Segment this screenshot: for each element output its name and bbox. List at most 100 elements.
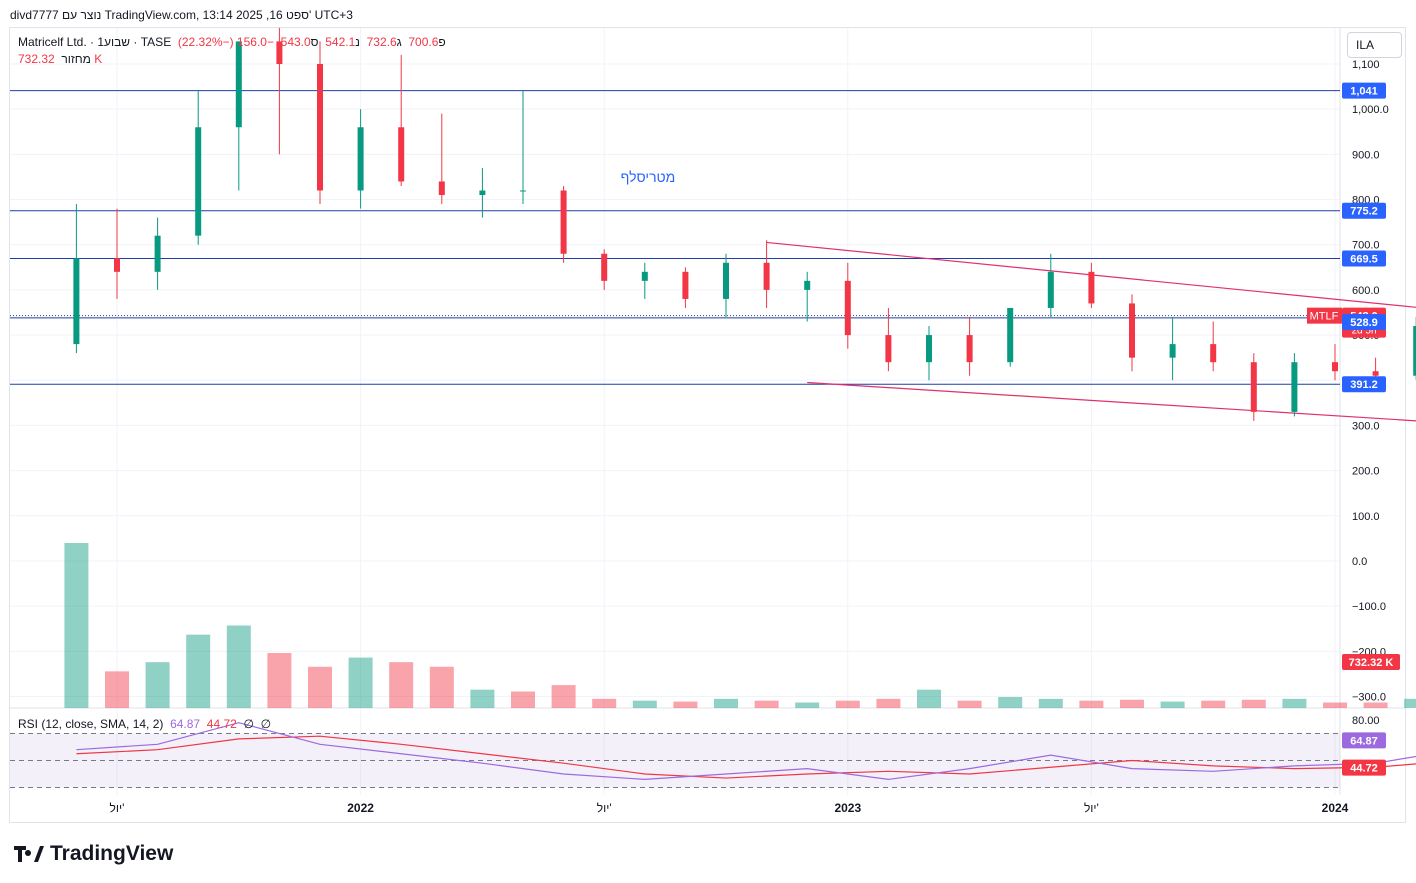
- candle-body: [804, 280, 811, 290]
- y-tick-label: 1,000.0: [1352, 104, 1389, 116]
- level-badge-label: 775.2: [1350, 206, 1378, 218]
- countdown-label: 2d 5h: [1351, 326, 1376, 337]
- volume-bar: [226, 625, 251, 708]
- x-tick-label: 2024: [1322, 801, 1349, 815]
- symbol-tag-label: MTLF: [1310, 311, 1339, 323]
- volume-bar: [592, 698, 617, 708]
- currency-button[interactable]: ILA: [1347, 32, 1402, 58]
- y-tick-label: 700.0: [1352, 240, 1380, 252]
- volume-bar: [267, 653, 292, 708]
- horizontal-levels: [10, 90, 1340, 385]
- volume-bar: [348, 657, 373, 708]
- candle-body: [966, 335, 973, 363]
- volume-bar: [673, 701, 698, 708]
- candle-body: [723, 262, 729, 299]
- rsi-badge: [1342, 732, 1386, 749]
- candle-body: [114, 258, 120, 272]
- trendline[interactable]: [807, 381, 1416, 480]
- candle-body: [1413, 326, 1416, 376]
- volume-badge-label: 732.32 K: [1349, 657, 1394, 669]
- trendline[interactable]: [766, 241, 1416, 400]
- level-badge-label: 1,041: [1350, 86, 1378, 98]
- volume-bar: [876, 698, 901, 708]
- y-tick-label: −300.0: [1352, 692, 1386, 704]
- symbol-tag: [1307, 307, 1342, 324]
- close-value: 543.0: [280, 35, 311, 49]
- candle-body: [398, 127, 405, 182]
- volume-bar: [511, 691, 535, 708]
- y-tick-label: 100.0: [1352, 511, 1380, 523]
- rsi-label[interactable]: RSI (12, close, SMA, 14, 2): [18, 717, 164, 731]
- volume-bar: [1241, 699, 1266, 708]
- rsi-extra-1: ∅: [243, 717, 254, 731]
- tradingview-logo[interactable]: TradingView: [14, 842, 173, 866]
- candle-body: [73, 258, 80, 345]
- y-tick-label: 900.0: [1352, 149, 1380, 161]
- symbol-title[interactable]: Matricelf Ltd. · 1שבוע · TASE: [18, 35, 172, 49]
- volume-bar: [1160, 701, 1185, 708]
- price-badge: [1342, 314, 1386, 331]
- x-tick-label: 2023: [834, 801, 861, 815]
- volume-bar: [470, 689, 495, 708]
- volume-bar: [429, 666, 454, 708]
- candle-body: [926, 335, 932, 363]
- rsi-ma-value: 44.72: [206, 717, 237, 731]
- volume-label[interactable]: מחזור: [61, 52, 91, 66]
- chart-annotation: מטריסלף: [621, 169, 676, 185]
- candle-body: [1250, 362, 1257, 412]
- volume-bars: [64, 543, 1416, 708]
- rsi-value: 64.87: [170, 717, 201, 731]
- candle-body: [601, 253, 608, 281]
- candle-body: [195, 127, 202, 236]
- candle-body: [1088, 271, 1095, 304]
- candle-body: [438, 181, 445, 196]
- chart-frame: [9, 27, 1406, 823]
- candle-body: [317, 64, 323, 191]
- volume-bar: [1363, 702, 1388, 708]
- x-tick-label: יול': [110, 801, 125, 815]
- volume-bar: [714, 698, 738, 708]
- volume-bar: [1323, 702, 1347, 708]
- volume-bar: [754, 700, 779, 708]
- volume-bar: [1038, 698, 1063, 708]
- rsi-legend: RSI (12, close, SMA, 14, 2) 64.87 44.72 …: [18, 717, 271, 731]
- candle-body: [1332, 362, 1338, 372]
- candle-body: [885, 335, 892, 363]
- open-label: פ: [438, 35, 446, 49]
- rsi-tick-label: 80.00: [1352, 715, 1380, 727]
- x-tick-label: יול': [1084, 801, 1099, 815]
- price-chart[interactable]: 80.00 1,1001,000.0900.0800.0700.0600.050…: [0, 0, 1416, 830]
- rsi-badge-label: 64.87: [1350, 735, 1378, 747]
- y-tick-label: 1,100: [1352, 59, 1380, 71]
- open-value: 700.6: [408, 35, 439, 49]
- volume-bar: [551, 685, 576, 708]
- time-axis: יול'2022יול'2023יול'2024יול'2025יול'2026…: [110, 801, 1349, 815]
- volume-bar: [1282, 698, 1307, 708]
- rsi-pane: 80.00: [10, 715, 1416, 788]
- y-tick-label: 200.0: [1352, 466, 1380, 478]
- candles: [73, 27, 1416, 421]
- volume-value: 732.32 K: [18, 52, 103, 66]
- level-badge: [1342, 250, 1386, 267]
- volume-bar: [105, 671, 129, 708]
- volume-bar: [795, 702, 820, 708]
- level-badge: [1342, 82, 1386, 99]
- candle-body: [276, 41, 283, 64]
- candle-body: [641, 271, 648, 281]
- rsi-extra-2: ∅: [260, 717, 272, 731]
- x-tick-label: יול': [597, 801, 612, 815]
- trendlines: [766, 241, 1416, 480]
- logo-text: TradingView: [50, 842, 174, 865]
- chart-header-info: divd7777 נוצר עם TradingView.com, 13:14 …: [10, 8, 353, 22]
- y-tick-label: 300.0: [1352, 420, 1380, 432]
- y-tick-label: 0.0: [1352, 556, 1367, 568]
- candle-body: [560, 190, 567, 254]
- grid: [10, 28, 1406, 795]
- low-value: 542.1: [325, 35, 356, 49]
- level-badge: [1342, 376, 1386, 393]
- candle-body: [357, 127, 364, 191]
- volume-bar: [632, 700, 657, 708]
- change-value: −156.0 (−22.32%): [177, 35, 274, 49]
- candle-body: [154, 235, 161, 272]
